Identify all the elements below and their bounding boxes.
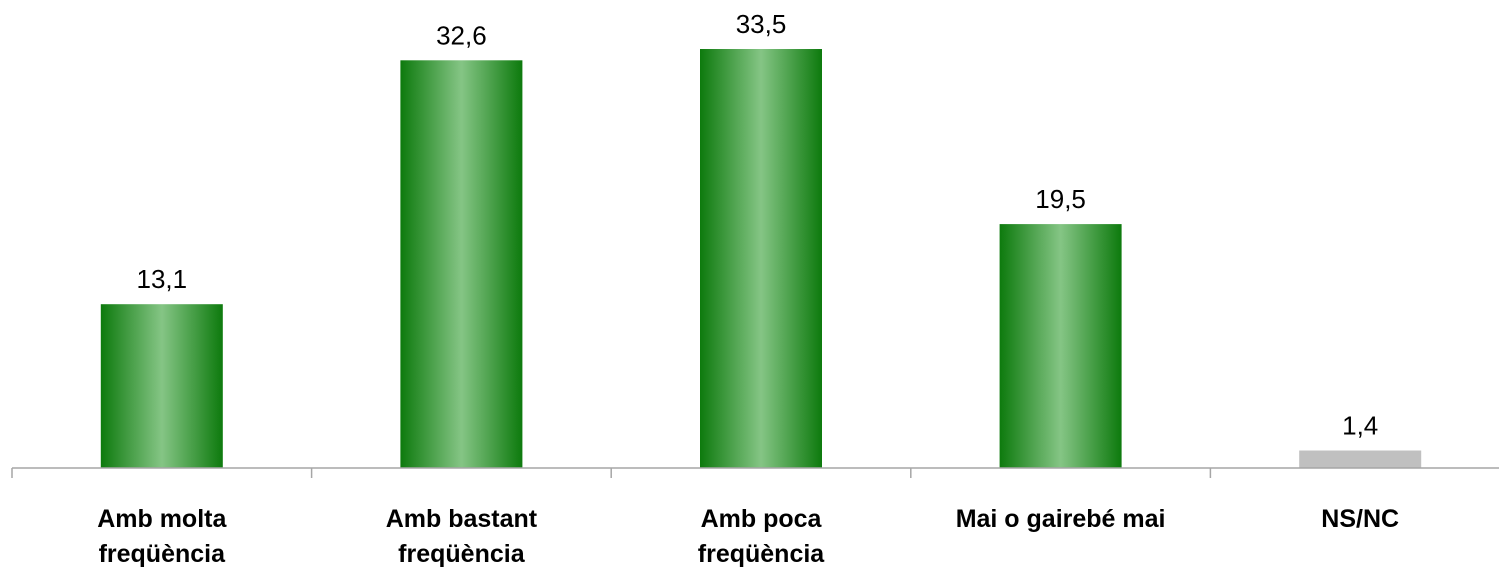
value-label-4: 1,4 (1342, 411, 1378, 441)
bar-3 (999, 224, 1122, 468)
category-label-line: NS/NC (1321, 505, 1399, 533)
category-label-line: freqüència (698, 540, 826, 568)
category-label-line: Amb molta (97, 505, 227, 533)
bar-1 (400, 60, 523, 469)
value-label-3: 19,5 (1035, 184, 1086, 214)
category-label-4: NS/NC (1321, 505, 1399, 533)
category-label-line: Amb bastant (386, 505, 538, 533)
value-label-2: 33,5 (736, 9, 787, 39)
category-label-line: Mai o gairebé mai (956, 505, 1166, 533)
category-label-line: freqüència (99, 540, 227, 568)
bar-2 (700, 49, 822, 468)
bar-0 (100, 304, 223, 468)
value-label-0: 13,1 (136, 264, 187, 294)
category-labels-group: Amb molta freqüència Amb bastant freqüència… (97, 505, 1399, 568)
bars-group (100, 49, 1422, 469)
x-axis (11, 467, 1499, 478)
category-label-0: Amb molta freqüència (97, 505, 227, 568)
value-labels-group: 13,1 32,6 33,5 19,5 1,4 (136, 9, 1378, 441)
category-label-1: Amb bastant freqüència (386, 505, 538, 568)
category-label-line: Amb poca (701, 505, 823, 533)
category-label-2: Amb poca freqüència (698, 505, 826, 568)
category-label-line: freqüència (398, 540, 526, 568)
bar-4 (1299, 450, 1422, 468)
category-label-3: Mai o gairebé mai (956, 505, 1166, 533)
value-label-1: 32,6 (436, 20, 487, 50)
